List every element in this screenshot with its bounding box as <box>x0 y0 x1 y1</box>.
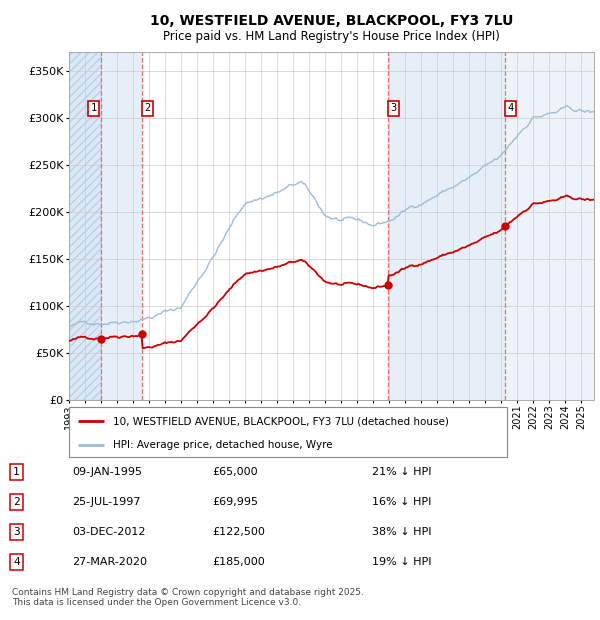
Bar <box>505 52 594 400</box>
Text: 2: 2 <box>13 497 20 507</box>
Bar <box>69 52 101 400</box>
Text: 09-JAN-1995: 09-JAN-1995 <box>72 467 142 477</box>
Bar <box>69 52 101 400</box>
Text: 4: 4 <box>507 104 514 113</box>
Text: 1: 1 <box>13 467 20 477</box>
Text: 16% ↓ HPI: 16% ↓ HPI <box>372 497 431 507</box>
Text: 3: 3 <box>390 104 397 113</box>
Text: 38% ↓ HPI: 38% ↓ HPI <box>372 527 431 537</box>
Text: 10, WESTFIELD AVENUE, BLACKPOOL, FY3 7LU: 10, WESTFIELD AVENUE, BLACKPOOL, FY3 7LU <box>150 14 513 28</box>
Text: 10, WESTFIELD AVENUE, BLACKPOOL, FY3 7LU (detached house): 10, WESTFIELD AVENUE, BLACKPOOL, FY3 7LU… <box>113 416 449 426</box>
Text: 1: 1 <box>90 104 97 113</box>
Text: £122,500: £122,500 <box>212 527 265 537</box>
Text: 4: 4 <box>13 557 20 567</box>
Text: 3: 3 <box>13 527 20 537</box>
Text: Price paid vs. HM Land Registry's House Price Index (HPI): Price paid vs. HM Land Registry's House … <box>163 30 500 43</box>
Text: £65,000: £65,000 <box>212 467 257 477</box>
Text: HPI: Average price, detached house, Wyre: HPI: Average price, detached house, Wyre <box>113 440 332 450</box>
Text: 25-JUL-1997: 25-JUL-1997 <box>72 497 140 507</box>
Text: 03-DEC-2012: 03-DEC-2012 <box>72 527 146 537</box>
Text: Contains HM Land Registry data © Crown copyright and database right 2025.
This d: Contains HM Land Registry data © Crown c… <box>12 588 364 608</box>
Text: £185,000: £185,000 <box>212 557 265 567</box>
FancyBboxPatch shape <box>69 407 507 457</box>
Text: 2: 2 <box>145 104 151 113</box>
Text: 21% ↓ HPI: 21% ↓ HPI <box>372 467 431 477</box>
Text: £69,995: £69,995 <box>212 497 258 507</box>
Bar <box>101 52 142 400</box>
Text: 19% ↓ HPI: 19% ↓ HPI <box>372 557 431 567</box>
Text: 27-MAR-2020: 27-MAR-2020 <box>72 557 147 567</box>
Bar <box>388 52 505 400</box>
